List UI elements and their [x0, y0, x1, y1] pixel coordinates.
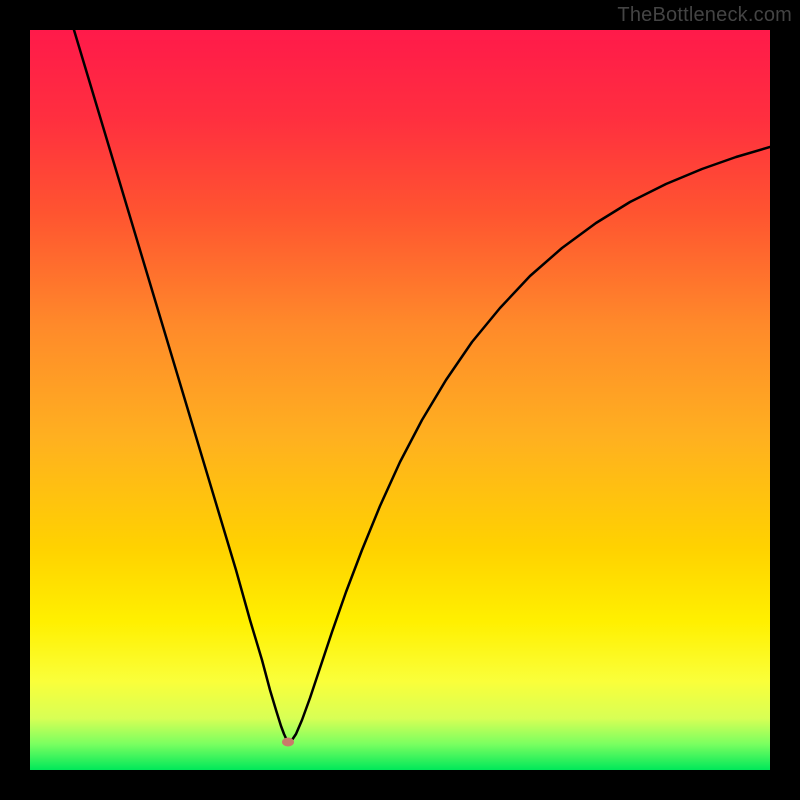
minimum-marker [282, 738, 294, 747]
watermark-text: TheBottleneck.com [617, 4, 792, 27]
plot-area [30, 30, 770, 770]
bottleneck-curve [30, 30, 770, 770]
chart-frame: TheBottleneck.com [0, 0, 800, 800]
